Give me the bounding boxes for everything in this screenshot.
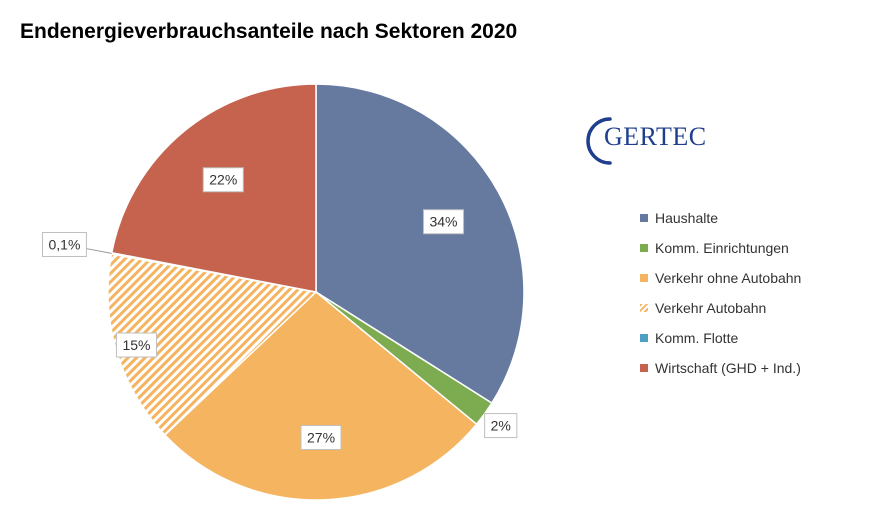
legend-item-verkehr-autobahn: Verkehr Autobahn bbox=[640, 293, 801, 323]
chart-title: Endenergieverbrauchsanteile nach Sektore… bbox=[20, 20, 518, 43]
legend-swatch bbox=[640, 214, 648, 222]
legend-label: Verkehr ohne Autobahn bbox=[655, 270, 802, 286]
legend-swatch bbox=[640, 334, 648, 342]
logo-arc-icon bbox=[586, 117, 612, 165]
svg-text:0,1%: 0,1% bbox=[48, 236, 80, 252]
legend-item-wirtschaft-ghd-ind: Wirtschaft (GHD + Ind.) bbox=[640, 353, 801, 383]
legend-label: Komm. Einrichtungen bbox=[655, 240, 789, 256]
legend-label: Haushalte bbox=[655, 210, 719, 226]
legend-label: Wirtschaft (GHD + Ind.) bbox=[655, 360, 801, 376]
legend-item-haushalte: Haushalte bbox=[640, 203, 801, 233]
logo-text: GERTEC bbox=[604, 122, 707, 151]
data-label-haushalte: 34% bbox=[422, 209, 465, 235]
data-label-wirtschaft-ghd-ind: 22% bbox=[202, 167, 244, 193]
legend-item-komm-einrichtungen: Komm. Einrichtungen bbox=[640, 233, 801, 263]
data-label-komm-einrichtungen: 2% bbox=[484, 413, 518, 439]
pie-slice-haushalte bbox=[315, 83, 525, 405]
data-label-verkehr-ohne-autobahn: 27% bbox=[300, 425, 342, 451]
svg-text:15%: 15% bbox=[122, 337, 150, 353]
legend-swatch bbox=[640, 364, 648, 372]
legend-label: Komm. Flotte bbox=[655, 330, 739, 346]
legend-swatch bbox=[640, 244, 648, 252]
svg-text:2%: 2% bbox=[491, 418, 511, 434]
legend-item-verkehr-ohne-autobahn: Verkehr ohne Autobahn bbox=[640, 263, 801, 293]
legend: Haushalte Komm. Einrichtungen Verkehr ohne… bbox=[640, 203, 801, 383]
svg-text:22%: 22% bbox=[209, 172, 237, 188]
legend-label: Verkehr Autobahn bbox=[655, 300, 767, 316]
gertec-logo: GERTEC bbox=[580, 113, 706, 169]
pie-slice-verkehr-ohne-autobahn bbox=[163, 290, 478, 501]
legend-swatch bbox=[640, 274, 648, 282]
data-label-komm-flotte: 0,1% bbox=[41, 231, 87, 257]
legend-swatch bbox=[640, 304, 648, 312]
svg-text:34%: 34% bbox=[429, 214, 457, 230]
svg-text:27%: 27% bbox=[307, 430, 335, 446]
legend-item-komm-flotte: Komm. Flotte bbox=[640, 323, 801, 353]
data-label-verkehr-autobahn: 15% bbox=[115, 332, 157, 358]
